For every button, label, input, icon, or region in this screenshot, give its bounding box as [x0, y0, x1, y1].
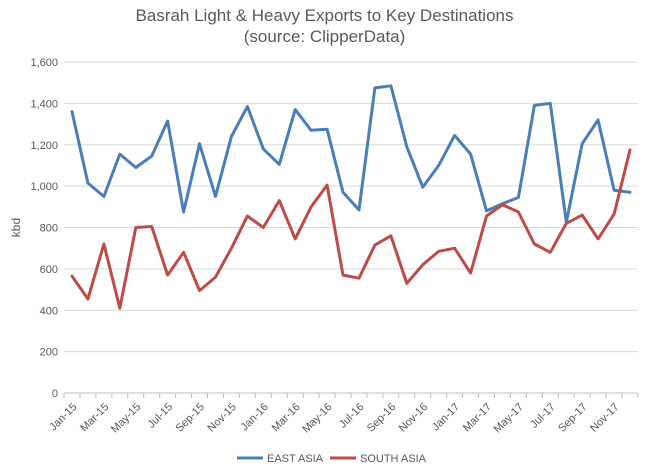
y-tick-label: 1,400: [30, 98, 58, 110]
x-tick-label: Sep-16: [365, 401, 399, 435]
x-tick-label: Sep-15: [174, 401, 208, 435]
chart-title: Basrah Light & Heavy Exports to Key Dest…: [135, 6, 514, 25]
chart-subtitle: (source: ClipperData): [243, 27, 406, 46]
y-tick-label: 800: [40, 223, 58, 235]
y-tick-label: 600: [40, 264, 58, 276]
y-axis-label: kbd: [9, 218, 23, 237]
x-tick-label: Mar-17: [461, 401, 494, 434]
x-tick-label: May-17: [492, 401, 526, 435]
y-tick-label: 1,600: [30, 57, 58, 69]
x-tick-label: Nov-17: [588, 401, 622, 435]
x-tick-label: Nov-15: [205, 401, 239, 435]
x-tick-label: Jul-16: [337, 401, 367, 431]
x-tick-label: Jan-17: [430, 401, 462, 433]
x-tick-label: Jan-16: [239, 401, 271, 433]
x-tick-label: Sep-17: [556, 401, 590, 435]
y-tick-label: 1,200: [30, 140, 58, 152]
x-tick-label: Jan-15: [47, 401, 79, 433]
x-tick-label: Mar-16: [270, 401, 303, 434]
x-tick-label: Jul-15: [146, 401, 176, 431]
x-tick-label: May-15: [109, 401, 143, 435]
x-tick-label: Jul-17: [528, 401, 558, 431]
legend-label: SOUTH ASIA: [360, 453, 427, 465]
legend-label: EAST ASIA: [267, 453, 324, 465]
y-tick-label: 200: [40, 347, 58, 359]
y-tick-label: 1,000: [30, 181, 58, 193]
y-tick-label: 400: [40, 305, 58, 317]
x-tick-label: Nov-16: [397, 401, 431, 435]
x-tick-label: May-16: [300, 401, 334, 435]
series-line-east-asia: [70, 84, 632, 224]
y-tick-label: 0: [52, 388, 58, 400]
series-line-south-asia: [70, 148, 632, 310]
x-tick-label: Mar-15: [78, 401, 111, 434]
